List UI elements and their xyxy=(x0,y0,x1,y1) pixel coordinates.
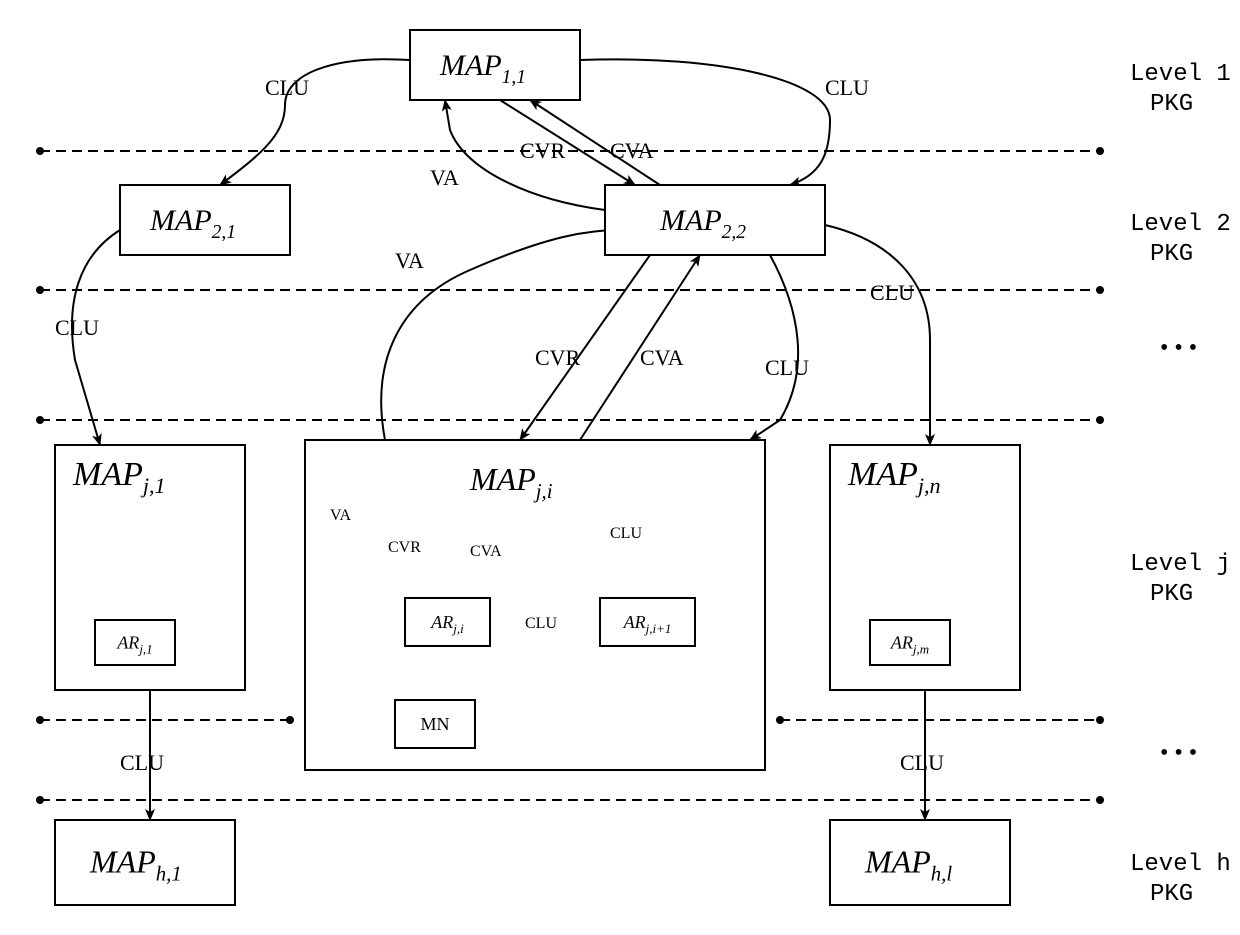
edge-label-clu1: CLU xyxy=(265,75,309,100)
inner-node-arji1: ARj,i+1 xyxy=(600,598,695,646)
edge-label-cva2: CVA xyxy=(640,345,684,370)
level-sublabel: PKG xyxy=(1150,91,1193,118)
edge-e_clu_22_jn xyxy=(825,225,930,445)
line-dot xyxy=(36,416,44,424)
node-map22: MAP2,2 xyxy=(605,185,825,255)
inner-node-arji: ARj,i xyxy=(405,598,490,646)
inner-node-arj1: ARj,1 xyxy=(95,620,175,665)
edge-e_clu_11_21 xyxy=(220,59,410,185)
level-labels-group: Level 1 PKG Level 2 PKG Level j PKG Level h PKG xyxy=(1130,61,1231,908)
edge-label-va3: VA xyxy=(330,507,351,524)
edge-label-clu5: CLU xyxy=(765,355,809,380)
line-dot xyxy=(776,716,784,724)
node-maphl: MAPh,l xyxy=(830,820,1010,905)
node-map11: MAP1,1 xyxy=(410,30,580,100)
edge-label-cvr2: CVR xyxy=(535,345,581,370)
node-maph1: MAPh,1 xyxy=(55,820,235,905)
line-dot xyxy=(1096,716,1104,724)
edge-label-clu3: CLU xyxy=(55,315,99,340)
edge-label-cva3: CVA xyxy=(470,543,502,560)
line-dot xyxy=(36,796,44,804)
ellipsis: • • • xyxy=(1160,740,1197,766)
line-dot xyxy=(1096,796,1104,804)
inner-node-arjm: ARj,m xyxy=(870,620,950,665)
edge-label-va1: VA xyxy=(430,165,459,190)
line-dot xyxy=(1096,286,1104,294)
edge-label-clu6: CLU xyxy=(120,750,164,775)
edge-label-clu8: CLU xyxy=(525,615,557,632)
edge-label-cvr1: CVR xyxy=(520,138,566,163)
edge-label-clu7: CLU xyxy=(900,750,944,775)
level-label: Level j xyxy=(1130,551,1231,578)
line-dot xyxy=(36,716,44,724)
line-dot xyxy=(36,147,44,155)
hierarchy-diagram: • • •• • • MAP1,1MAP2,1MAP2,2MAPj,1MAPj,… xyxy=(0,0,1240,935)
inner-node-label: MN xyxy=(420,714,449,734)
level-sublabel: PKG xyxy=(1150,581,1193,608)
level-label: Level h xyxy=(1130,851,1231,878)
level-sublabel: PKG xyxy=(1150,881,1193,908)
line-dot xyxy=(1096,147,1104,155)
edge-label-clu9: CLU xyxy=(610,525,642,542)
edge-label-clu4: CLU xyxy=(870,280,914,305)
level-label: Level 1 xyxy=(1130,61,1231,88)
edge-e_clu_22_center xyxy=(750,255,798,440)
inner-node-mn: MN xyxy=(395,700,475,748)
ellipsis: • • • xyxy=(1160,335,1197,361)
edge-e_clu_11_22 xyxy=(580,59,830,185)
node-map21: MAP2,1 xyxy=(120,185,290,255)
edge-label-cva1: CVA xyxy=(610,138,654,163)
level-label: Level 2 xyxy=(1130,211,1231,238)
line-dot xyxy=(286,716,294,724)
line-dot xyxy=(36,286,44,294)
edge-label-cvr3: CVR xyxy=(388,539,421,556)
edge-label-clu2: CLU xyxy=(825,75,869,100)
line-dot xyxy=(1096,416,1104,424)
level-sublabel: PKG xyxy=(1150,241,1193,268)
edge-label-va2: VA xyxy=(395,248,424,273)
